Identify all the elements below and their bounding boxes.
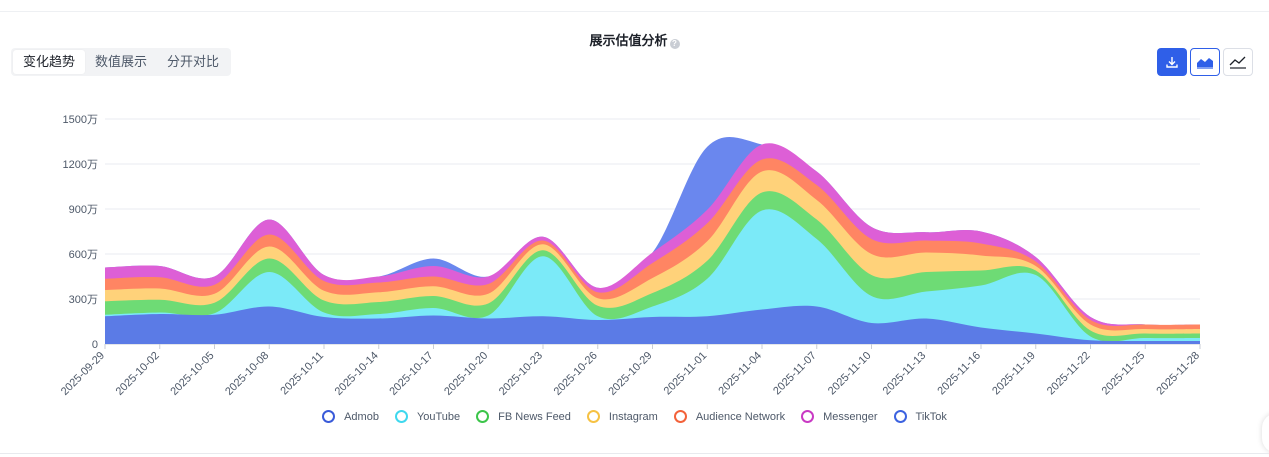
bottom-divider	[0, 453, 1269, 454]
x-tick-label: 2025-09-29	[59, 350, 107, 398]
legend-label: FB News Feed	[498, 410, 571, 423]
x-tick-label: 2025-10-05	[168, 350, 216, 398]
legend-label: Messenger	[823, 410, 878, 423]
x-tick-label: 2025-11-10	[826, 350, 874, 398]
y-tick-label: 300万	[69, 294, 98, 306]
y-tick-label: 1200万	[63, 159, 98, 171]
floating-helper-button[interactable]	[1262, 413, 1269, 453]
legend-item-fb-news-feed[interactable]: FB News Feed	[476, 410, 571, 423]
y-tick-label: 600万	[69, 249, 98, 261]
x-tick-label: 2025-10-08	[223, 350, 271, 398]
legend-item-instagram[interactable]: Instagram	[586, 410, 658, 423]
download-icon	[1166, 57, 1178, 68]
legend-ring-icon	[394, 410, 408, 423]
view-tabs: 变化趋势 数值展示 分开对比	[11, 48, 232, 76]
help-icon[interactable]: ?	[669, 39, 680, 49]
legend-label: Admob	[344, 410, 379, 423]
y-tick-label: 900万	[69, 204, 98, 216]
x-tick-label: 2025-10-29	[606, 350, 654, 398]
x-tick-label: 2025-10-17	[387, 350, 435, 398]
legend-ring-icon	[586, 410, 600, 423]
legend-label: Audience Network	[695, 410, 786, 423]
legend-label: TikTok	[915, 410, 947, 423]
x-tick-label: 2025-10-23	[497, 350, 545, 398]
chart-tools	[1157, 48, 1253, 76]
x-tick-label: 2025-10-20	[442, 350, 490, 398]
x-tick-label: 2025-11-25	[1100, 350, 1148, 398]
tab-compare[interactable]: 分开对比	[167, 54, 220, 69]
legend-ring-icon	[673, 410, 687, 423]
x-tick-label: 2025-10-14	[333, 350, 381, 398]
area-admob[interactable]	[105, 305, 1200, 344]
legend-label: Instagram	[608, 410, 658, 423]
legend-item-tiktok[interactable]: TikTok	[893, 410, 947, 423]
legend-ring-icon	[322, 410, 336, 423]
download-button[interactable]	[1157, 48, 1187, 76]
x-tick-label: 2025-11-04	[716, 350, 764, 398]
legend-item-youtube[interactable]: YouTube	[394, 410, 461, 423]
x-tick-label: 2025-11-16	[935, 350, 983, 398]
area-chart-icon	[1197, 58, 1213, 69]
x-tick-label: 2025-11-22	[1045, 350, 1093, 398]
chart-title-wrap: 展示估值分析?	[0, 30, 1269, 49]
legend-ring-icon	[801, 410, 815, 423]
area-youtube[interactable]	[105, 209, 1200, 344]
legend-ring-icon	[893, 410, 907, 423]
legend-ring-icon	[476, 410, 490, 423]
tab-trend[interactable]: 变化趋势	[13, 50, 86, 74]
area-chart-button[interactable]	[1190, 48, 1220, 76]
legend-item-admob[interactable]: Admob	[322, 410, 379, 423]
x-tick-label: 2025-10-26	[552, 350, 600, 398]
x-tick-label: 2025-11-07	[771, 350, 819, 398]
y-tick-label: 1500万	[63, 114, 98, 126]
tab-values[interactable]: 数值展示	[95, 54, 148, 69]
legend-item-audience-network[interactable]: Audience Network	[673, 410, 786, 423]
area-layer	[105, 136, 1200, 344]
top-divider	[0, 11, 1269, 12]
x-tick-label: 2025-11-01	[662, 350, 710, 398]
chart-legend: Admob YouTube FB News Feed Instagram Audienc…	[0, 410, 1269, 423]
x-tick-label: 2025-11-13	[881, 350, 929, 398]
x-tick-label: 2025-11-19	[990, 350, 1038, 398]
line-chart-icon	[1229, 56, 1246, 69]
legend-item-messenger[interactable]: Messenger	[801, 410, 878, 423]
chart-title: 展示估值分析	[589, 33, 668, 48]
legend-label: YouTube	[416, 410, 461, 423]
x-tick-label: 2025-10-02	[114, 350, 162, 398]
line-chart-button[interactable]	[1223, 48, 1253, 76]
x-tick-label: 2025-11-28	[1154, 350, 1202, 398]
x-tick-label: 2025-10-11	[278, 350, 326, 398]
y-tick-label: 0	[92, 339, 98, 351]
